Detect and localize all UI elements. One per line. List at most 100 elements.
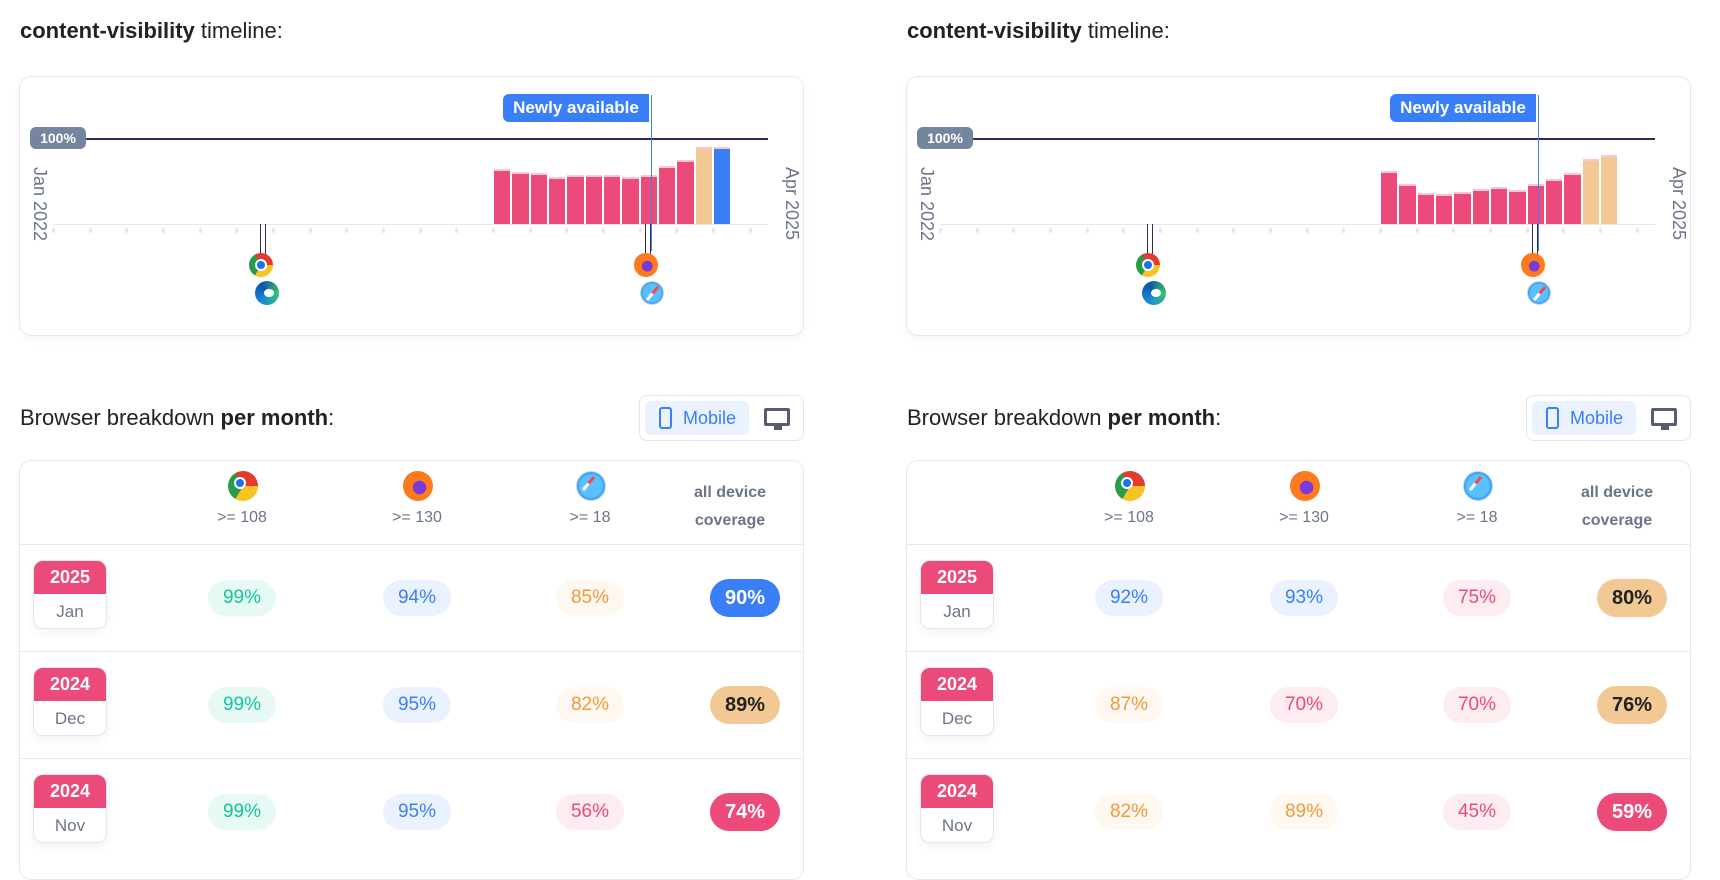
breakdown-title-text: Browser breakdown (20, 405, 221, 430)
desktop-monitor-icon[interactable] (764, 408, 790, 430)
release-marker (1536, 224, 1539, 264)
axis-tick (1085, 228, 1089, 233)
breakdown-title-bold: per month (1107, 405, 1216, 430)
browser-support-panel: content-visibility timeline: 100% Jan 2022… (887, 0, 1691, 880)
bar-jun-2024[interactable] (585, 174, 602, 224)
axis-tick (198, 228, 202, 233)
newly-available-label: Newly available (503, 94, 649, 122)
release-marker (1151, 224, 1154, 264)
bar-jul-2024[interactable] (1491, 187, 1508, 224)
device-toggle: Mobile (1526, 395, 1691, 441)
safari-icon (576, 471, 606, 501)
support-percentage: 45% (1443, 794, 1511, 830)
axis-tick (1232, 228, 1236, 233)
column-version: >= 130 (1279, 509, 1329, 526)
bar-mar-2024[interactable] (530, 173, 547, 224)
bar-jan-2024[interactable] (1381, 170, 1398, 224)
bar-oct-2024[interactable] (659, 166, 676, 224)
axis-tick (1012, 228, 1016, 233)
bar-mar-2024[interactable] (1417, 193, 1434, 224)
table-row: 2024 Dec 87% 70% 70% 76% (907, 651, 1690, 758)
bar-aug-2024[interactable] (1509, 190, 1526, 224)
support-percentage: 82% (1095, 794, 1163, 830)
desktop-monitor-icon[interactable] (1651, 408, 1677, 430)
x-end-label: Apr 2025 (1669, 167, 1689, 241)
breakdown-title-text: Browser breakdown (907, 405, 1108, 430)
bar-sep-2024[interactable] (640, 174, 657, 224)
axis-tick (712, 228, 715, 233)
axis-tick (1269, 228, 1272, 233)
support-percentage: 87% (1095, 687, 1163, 723)
column-version: >= 130 (392, 509, 442, 526)
bar-may-2024[interactable] (567, 174, 584, 224)
date-month: Jan (943, 602, 971, 621)
bar-nov-2024[interactable] (1564, 173, 1581, 224)
support-percentage: 95% (383, 687, 451, 723)
support-percentage: 95% (383, 794, 451, 830)
firefox-icon (633, 253, 658, 277)
bar-may-2024[interactable] (1454, 192, 1471, 224)
bar-jan-2025[interactable] (1601, 155, 1618, 224)
mobile-toggle-button[interactable]: Mobile (645, 401, 749, 435)
bar-apr-2024[interactable] (1436, 193, 1453, 224)
support-percentage: 94% (383, 580, 451, 616)
axis-tick (565, 228, 569, 233)
date-badge: 2025 Jan (33, 560, 107, 629)
bar-jan-2025[interactable] (714, 146, 731, 224)
coverage-header-line1: all device (693, 484, 767, 501)
breakdown-title-bold: per month (220, 405, 329, 430)
bar-apr-2024[interactable] (549, 176, 566, 224)
table-row: 2024 Nov 99% 95% 56% 74% (20, 758, 803, 865)
mobile-label: Mobile (1570, 408, 1624, 428)
support-percentage: 93% (1270, 580, 1338, 616)
coverage-header-line2: coverage (1581, 512, 1653, 529)
bar-jan-2024[interactable] (494, 168, 511, 224)
date-badge: 2025 Jan (920, 560, 994, 629)
mobile-toggle-button[interactable]: Mobile (1532, 401, 1636, 435)
safari-icon (639, 281, 664, 305)
date-month: Jan (56, 602, 84, 621)
axis-tick (1159, 228, 1162, 233)
support-percentage: 99% (208, 794, 276, 830)
axis-tick (1379, 228, 1382, 233)
bar-jun-2024[interactable] (1472, 188, 1489, 224)
date-month: Nov (941, 816, 973, 835)
bar-feb-2024[interactable] (1399, 184, 1416, 224)
axis-tick (939, 228, 942, 233)
edge-icon (1141, 281, 1166, 305)
100-percent-line (967, 138, 1655, 140)
firefox-icon (403, 471, 433, 501)
bar-oct-2024[interactable] (1546, 179, 1563, 224)
date-month: Dec (941, 709, 973, 728)
chrome-icon (228, 471, 258, 501)
axis-tick (308, 228, 312, 233)
bar-sep-2024[interactable] (1527, 184, 1544, 224)
axis-tick (88, 228, 92, 233)
breakdown-title: Browser breakdown per month: (20, 405, 334, 431)
timeline-title-suffix: timeline: (194, 18, 283, 43)
date-year: 2024 (921, 668, 993, 701)
column-version: >= 108 (1104, 509, 1154, 526)
newly-available-line (650, 95, 653, 251)
bar-feb-2024[interactable] (512, 172, 529, 224)
browser-breakdown-table: >= 108 >= 130 >= 18 all device coverage 2025 J… (19, 460, 804, 880)
axis-tick (1305, 228, 1309, 233)
bar-jul-2024[interactable] (604, 174, 621, 224)
axis-tick (1452, 228, 1456, 233)
axis-tick (272, 228, 275, 233)
timeline-chart: 100% Jan 2022 Apr 2025 Newly available (906, 76, 1691, 336)
breakdown-title-colon: : (328, 405, 335, 430)
date-badge: 2024 Dec (33, 667, 107, 736)
support-percentage: 99% (208, 580, 276, 616)
bar-nov-2024[interactable] (677, 160, 694, 224)
axis-tick (602, 228, 605, 233)
coverage-header: all device coverage (660, 479, 800, 535)
support-percentage: 89% (1270, 794, 1338, 830)
bar-dec-2024[interactable] (695, 147, 712, 224)
release-marker (259, 224, 262, 264)
axis-tick (1122, 228, 1126, 233)
bar-dec-2024[interactable] (1582, 158, 1599, 224)
bar-aug-2024[interactable] (622, 176, 639, 224)
date-year: 2024 (34, 668, 106, 701)
date-year: 2024 (921, 775, 993, 808)
